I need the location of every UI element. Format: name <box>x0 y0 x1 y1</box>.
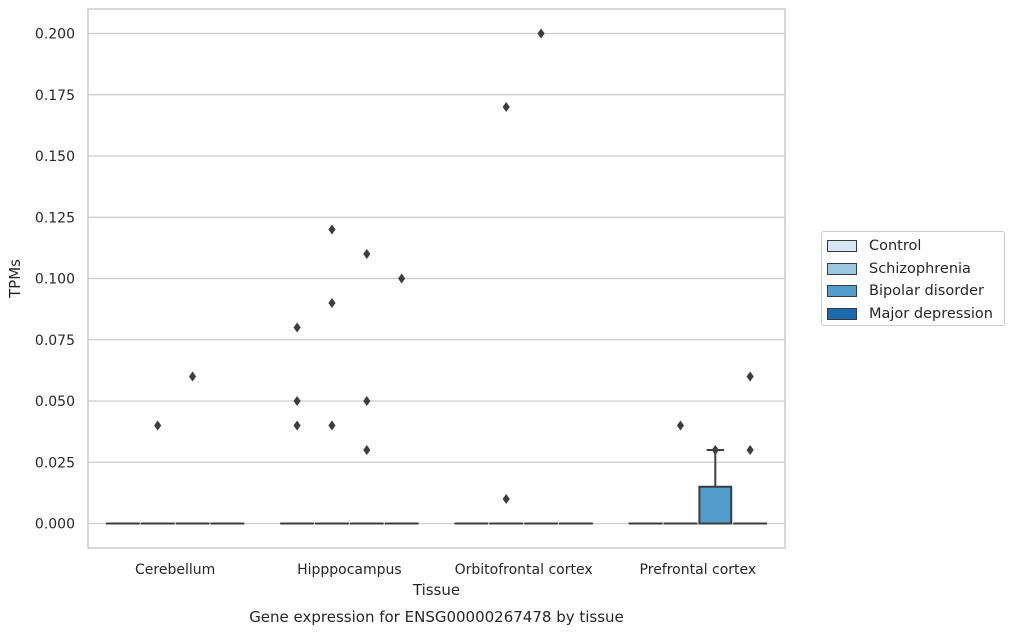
legend-swatch <box>827 240 857 253</box>
legend-label: Schizophrenia <box>869 260 971 277</box>
legend-item-control: Control <box>827 235 1004 258</box>
x-tick-label: Hipppocampus <box>297 562 402 578</box>
outlier-point <box>398 273 406 284</box>
outlier-point <box>537 28 545 39</box>
legend-item-bipolar-disorder: Bipolar disorder <box>827 280 1004 303</box>
legend-label: Control <box>869 238 922 255</box>
box-series <box>105 449 768 525</box>
y-tick-label: 0.125 <box>35 210 75 226</box>
outlier-point <box>746 371 754 382</box>
legend: Control Schizophrenia Bipolar disorder M… <box>821 231 1005 326</box>
y-tick-label: 0.050 <box>35 394 75 410</box>
y-axis-label: TPMs <box>6 259 24 299</box>
y-tick-label: 0.075 <box>35 333 75 349</box>
outlier-point <box>328 420 336 431</box>
outlier-point <box>502 102 510 112</box>
outlier-point <box>154 420 162 431</box>
outlier-point <box>746 445 754 455</box>
legend-swatch <box>827 285 857 298</box>
outlier-points <box>154 28 754 504</box>
outlier-point <box>502 494 510 504</box>
outlier-point <box>676 420 685 431</box>
legend-label: Major depression <box>869 305 993 322</box>
outlier-point <box>363 249 371 259</box>
y-tick-label: 0.100 <box>35 272 75 288</box>
y-axis-ticks: 0.000 0.025 0.050 0.075 0.100 0.125 0.150 0.175… <box>35 27 75 533</box>
x-axis-ticks: Cerebellum Hipppocampus Orbitofrontal cort… <box>135 562 756 578</box>
chart-title: Gene expression for ENSG00000267478 by t… <box>249 608 624 626</box>
plot-frame <box>87 8 786 549</box>
legend-swatch <box>827 307 857 320</box>
legend-item-schizophrenia: Schizophrenia <box>827 258 1004 281</box>
outlier-point <box>328 298 336 308</box>
outlier-point <box>363 396 371 406</box>
y-tick-label: 0.200 <box>35 27 75 43</box>
outlier-point <box>328 224 336 235</box>
x-tick-label: Cerebellum <box>135 562 215 578</box>
x-tick-label: Orbitofrontal cortex <box>455 562 593 578</box>
legend-label: Bipolar disorder <box>869 283 984 300</box>
x-tick-label: Prefrontal cortex <box>640 562 757 578</box>
x-axis-label: Tissue <box>412 581 460 599</box>
gridlines <box>88 32 785 525</box>
y-tick-label: 0.175 <box>35 88 75 104</box>
y-tick-label: 0.150 <box>35 149 75 165</box>
outlier-point <box>188 371 197 382</box>
outlier-point <box>363 445 371 455</box>
outlier-point <box>293 322 301 333</box>
box <box>698 485 733 525</box>
legend-swatch <box>827 262 857 275</box>
y-tick-label: 0.025 <box>35 455 75 471</box>
outlier-point <box>711 445 719 455</box>
outlier-point <box>293 420 301 431</box>
legend-item-major-depression: Major depression <box>827 303 1004 326</box>
outlier-point <box>293 396 301 406</box>
y-tick-label: 0.000 <box>35 517 75 533</box>
